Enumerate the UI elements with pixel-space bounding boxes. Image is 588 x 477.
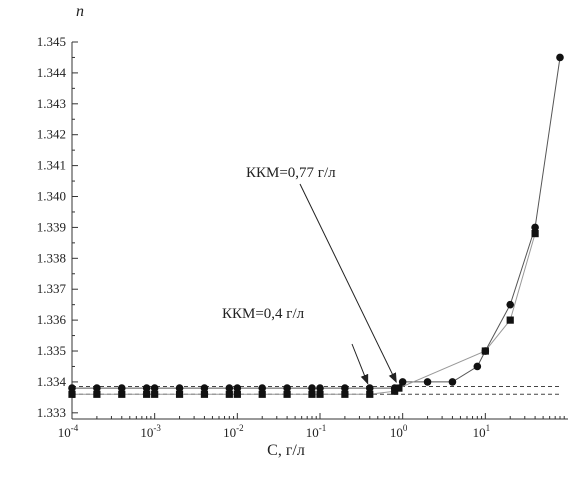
circle-data-point — [93, 384, 101, 392]
circle-data-point — [233, 384, 242, 392]
circle-data-point — [142, 384, 151, 392]
square-data-point — [93, 390, 101, 398]
y-tick-label: 1.342 — [37, 127, 66, 142]
square-data-point — [391, 387, 399, 395]
x-tick-label: 10-1 — [306, 423, 327, 440]
square-data-point — [366, 390, 374, 398]
circle-data-point — [341, 384, 349, 392]
annotation-arrow — [351, 343, 369, 385]
y-tick-label: 1.336 — [37, 312, 67, 327]
y-tick-label: 1.337 — [37, 281, 67, 296]
axes: 1.333 1.334 1.335 1.336 1.337 1.338 1.339 1.340… — [37, 3, 568, 459]
square-data-point — [151, 390, 159, 398]
circle-data-point — [200, 384, 209, 392]
circle-data-point — [68, 384, 76, 392]
circle-data-point — [556, 53, 564, 62]
reference-lines — [72, 386, 560, 395]
square-data-point — [481, 347, 489, 355]
square-data-point — [308, 390, 316, 398]
square-data-point — [341, 390, 349, 398]
data-markers — [68, 53, 564, 398]
circle-data-point — [398, 378, 407, 386]
fit-curves — [72, 57, 561, 395]
circle-data-point — [473, 362, 482, 371]
circle-data-point — [175, 384, 184, 392]
circle-data-point — [423, 378, 432, 386]
x-tick-label: 10-2 — [223, 423, 244, 440]
square-data-point — [283, 390, 291, 398]
x-tick-label: 10-4 — [58, 423, 79, 440]
square-data-point — [233, 390, 241, 398]
circle-data-point — [506, 300, 515, 309]
y-tick-label: 1.339 — [37, 219, 66, 234]
x-axis-title: C, г/л — [267, 442, 305, 459]
x-tick-label: 100 — [390, 423, 408, 440]
square-data-point — [175, 390, 184, 398]
circle-data-point — [308, 384, 316, 392]
circle-data-point — [531, 223, 539, 232]
square-data-point — [68, 390, 76, 398]
y-tick-label: 1.333 — [37, 405, 66, 420]
x-tick-label: 101 — [473, 423, 491, 440]
circle-data-point — [225, 384, 234, 392]
circle-data-point — [316, 384, 324, 392]
y-tick-label: 1.340 — [37, 189, 66, 204]
annotations: ККМ=0,77 г/л ККМ=0,4 г/л — [222, 165, 397, 385]
y-tick-label: 1.344 — [37, 65, 67, 80]
circle-data-point — [150, 384, 159, 392]
series-curve — [72, 57, 561, 389]
annotation-label: ККМ=0,77 г/л — [246, 165, 336, 181]
square-data-point — [506, 316, 514, 324]
square-data-point — [316, 390, 324, 398]
circle-data-point — [117, 384, 126, 392]
circle-data-point — [365, 384, 374, 392]
square-data-point — [531, 229, 539, 238]
y-tick-label: 1.345 — [37, 34, 66, 49]
square-data-point — [200, 390, 209, 398]
annotation-arrow — [299, 183, 397, 383]
y-tick-label: 1.335 — [37, 343, 66, 358]
annotation-label: ККМ=0,4 г/л — [222, 306, 305, 322]
square-data-point — [395, 384, 403, 392]
y-tick-label: 1.334 — [37, 374, 67, 389]
circle-data-point — [258, 384, 267, 392]
y-tick-label: 1.343 — [37, 96, 66, 111]
circle-data-point — [283, 384, 291, 392]
y-tick-label: 1.338 — [37, 250, 66, 265]
y-axis-title: n — [76, 3, 84, 20]
circle-data-point — [448, 378, 457, 386]
y-tick-label: 1.341 — [37, 158, 66, 173]
square-data-point — [258, 390, 266, 398]
square-data-point — [225, 390, 233, 398]
square-data-point — [118, 390, 126, 398]
x-tick-label: 10-3 — [140, 423, 161, 440]
square-data-point — [143, 390, 151, 398]
